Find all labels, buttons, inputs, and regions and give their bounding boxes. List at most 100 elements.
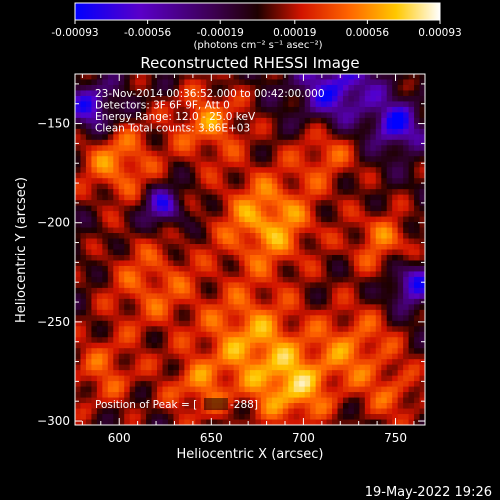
heatmap-cell (260, 123, 267, 130)
heatmap-cell (326, 205, 333, 212)
heatmap-cell (266, 315, 273, 322)
heatmap-cell (375, 112, 382, 119)
heatmap-cell (96, 282, 103, 289)
heatmap-cell (239, 150, 245, 157)
heatmap-cell (113, 386, 120, 393)
heatmap-cell (228, 189, 234, 196)
heatmap-cell (321, 178, 327, 185)
heatmap-cell (266, 271, 273, 278)
heatmap-cell (403, 392, 409, 398)
heatmap-cell (140, 101, 147, 108)
heatmap-cell (129, 183, 136, 190)
heatmap-cell (381, 183, 388, 190)
heatmap-cell (288, 315, 295, 322)
heatmap-cell (222, 287, 229, 294)
heatmap-cell (173, 331, 180, 338)
heatmap-cell (271, 309, 278, 316)
heatmap-cell (271, 150, 278, 157)
heatmap-cell (282, 90, 289, 97)
heatmap-cell (184, 364, 191, 371)
heatmap-cell (157, 183, 163, 190)
heatmap-cell (353, 134, 360, 141)
heatmap-cell (277, 298, 284, 305)
heatmap-cell (162, 414, 169, 420)
heatmap-cell (107, 156, 114, 163)
heatmap-cell (167, 101, 174, 108)
heatmap-cell (266, 364, 273, 371)
heatmap-cell (135, 414, 142, 420)
heatmap-cell (277, 189, 284, 196)
heatmap-cell (140, 167, 147, 174)
heatmap-cell (140, 419, 147, 425)
heatmap-cell (288, 276, 295, 283)
heatmap-cell (419, 150, 425, 157)
heatmap-cell (184, 249, 191, 256)
heatmap-cell (228, 238, 234, 245)
heatmap-cell (255, 353, 262, 360)
heatmap-cell (173, 139, 180, 146)
heatmap-cell (353, 293, 360, 300)
heatmap-cell (381, 309, 388, 316)
heatmap-cell (397, 156, 404, 163)
heatmap-cell (85, 205, 92, 212)
heatmap-cell (288, 337, 295, 344)
heatmap-cell (271, 375, 278, 382)
heatmap-cell (217, 364, 224, 371)
heatmap-cell (293, 359, 300, 366)
heatmap-cell (255, 403, 262, 409)
heatmap-cell (189, 222, 196, 228)
heatmap-cell (375, 386, 382, 393)
peak-position-label: Position of Peak = [ (95, 399, 197, 411)
heatmap-cell (282, 359, 289, 366)
heatmap-cell (337, 189, 344, 196)
heatmap-cell (184, 287, 191, 294)
heatmap-cell (178, 353, 185, 360)
heatmap-cell (332, 183, 338, 190)
heatmap-cell (239, 106, 245, 113)
heatmap-cell (381, 216, 388, 223)
heatmap-cell (233, 364, 240, 371)
heatmap-cell (250, 326, 256, 333)
heatmap-cell (135, 222, 142, 228)
heatmap-cell (408, 112, 415, 119)
heatmap-cell (315, 101, 322, 108)
heatmap-cell (113, 342, 120, 349)
heatmap-cell (315, 309, 322, 316)
heatmap-cell (75, 156, 81, 163)
heatmap-cell (151, 178, 158, 185)
heatmap-cell (282, 315, 289, 322)
heatmap-cell (162, 260, 169, 267)
heatmap-cell (271, 74, 278, 80)
heatmap-cell (353, 315, 360, 322)
heatmap-cell (118, 403, 125, 409)
heatmap-cell (370, 200, 377, 207)
heatmap-cell (348, 304, 355, 311)
heatmap-cell (321, 106, 327, 113)
heatmap-cell (107, 134, 114, 141)
heatmap-cell (91, 205, 98, 212)
heatmap-cell (113, 265, 120, 272)
heatmap-cell (260, 178, 267, 185)
heatmap-cell (233, 84, 240, 91)
heatmap-cell (178, 139, 185, 146)
heatmap-cell (102, 337, 109, 344)
heatmap-cell (178, 167, 185, 174)
heatmap-cell (129, 271, 136, 278)
heatmap-cell (91, 293, 98, 300)
heatmap-cell (359, 370, 366, 377)
heatmap-cell (359, 128, 366, 135)
heatmap-cell (266, 320, 273, 327)
heatmap-cell (403, 222, 409, 228)
heatmap-cell (211, 156, 218, 163)
heatmap-cell (326, 265, 333, 272)
heatmap-cell (370, 370, 377, 377)
heatmap-cell (222, 150, 229, 157)
heatmap-cell (189, 183, 196, 190)
heatmap-cell (129, 408, 136, 415)
heatmap-cell (288, 222, 295, 228)
heatmap-cell (211, 128, 218, 135)
heatmap-cell (96, 408, 103, 415)
heatmap-cell (364, 414, 371, 420)
heatmap-cell (359, 271, 366, 278)
heatmap-cell (91, 392, 98, 398)
